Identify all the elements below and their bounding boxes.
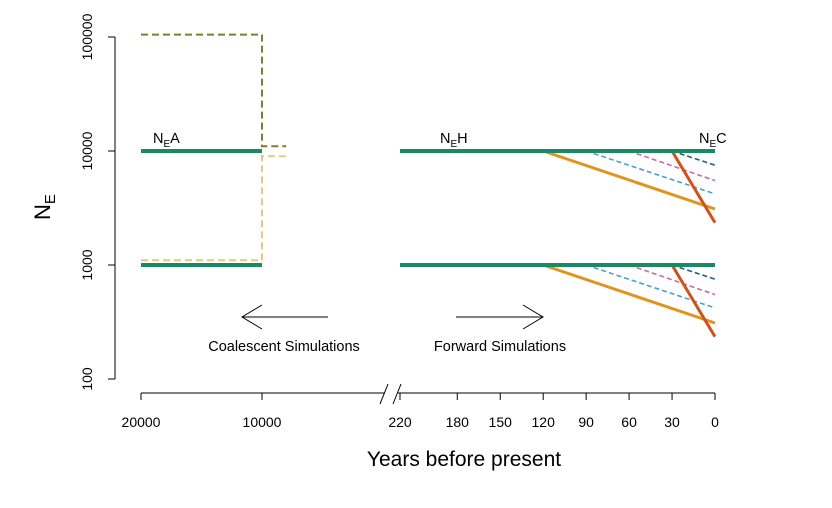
label-ne-a-main: N [153,131,163,147]
y-ticks: 100 1000 10000 100000 [79,13,115,391]
coalescent-label: Coalescent Simulations [208,339,360,355]
x-tick-label: 150 [489,414,513,430]
forward-label: Forward Simulations [434,339,566,355]
series-layer [141,33,717,338]
x-tick-label: 10000 [243,414,282,430]
x-tick-label: 220 [388,414,412,430]
y-axis-title-main: N [30,204,55,220]
forward-arrow-icon [456,304,544,330]
series-line-decline_60-10 [628,150,716,182]
label-ne-h: NEH [440,131,468,150]
series-line-decline_120-6 [542,149,716,211]
y-axis-title-sub: E [42,194,59,204]
series-line-decline_120-7 [542,263,716,325]
label-ne-h-sub: E [450,139,457,150]
x-tick-label: 20000 [122,414,161,430]
x-tick-label: 180 [446,414,470,430]
axis-break-mark-right [392,383,402,405]
axis-break-mark-left [379,383,389,405]
x-axis-title: Years before present [367,448,561,471]
label-ne-h-suffix: H [457,131,467,147]
x-tick-label: 30 [664,414,680,430]
x-tick-label: 0 [711,414,719,430]
x-ticks: 20000 10000 220 180 150 120 90 60 30 0 [122,393,719,430]
y-tick-label: 10000 [79,131,95,170]
y-axis-title: NE [30,194,59,220]
x-tick-label: 60 [621,414,637,430]
series-line-ne_ancient_low-5 [141,155,287,262]
y-tick-label: 100 [79,367,95,391]
label-ne-c-suffix: C [716,131,726,147]
series-line-ne_ancient_high-4 [141,33,287,148]
coalescent-arrow-icon [241,304,328,330]
label-ne-c-sub: E [709,139,716,150]
y-tick-label: 1000 [79,249,95,280]
series-line-decline_30-15 [670,264,717,338]
x-tick-label: 90 [578,414,594,430]
label-ne-c-main: N [699,131,709,147]
series-line-decline_30-14 [670,150,717,224]
label-ne-a-suffix: A [170,131,180,147]
label-ne-h-main: N [440,131,450,147]
label-ne-a: NEA [153,131,180,150]
x-tick-label: 120 [532,414,556,430]
y-tick-label: 100000 [79,13,95,60]
series-line-decline_60-11 [628,264,716,296]
label-ne-a-sub: E [163,139,170,150]
label-ne-c: NEC [699,131,727,150]
